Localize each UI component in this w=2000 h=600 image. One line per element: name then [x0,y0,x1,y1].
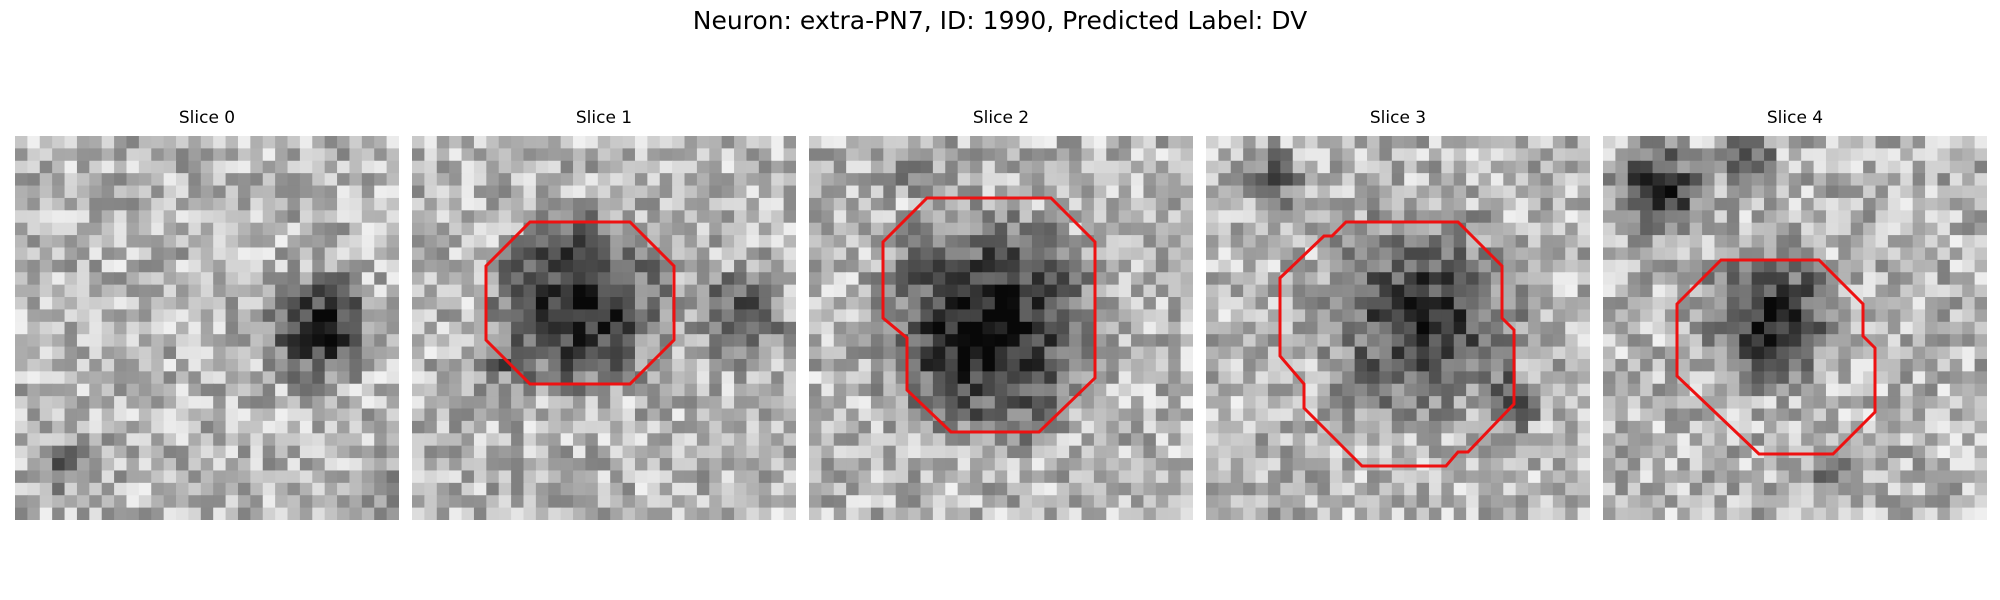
slice-image-1 [412,136,796,520]
slice-title-0: Slice 0 [178,108,236,128]
slice-image-0 [15,136,399,520]
slice-title-3: Slice 3 [1369,108,1427,128]
slice-image-4 [1603,136,1987,520]
slice-image-3 [1206,136,1590,520]
slice-title-2: Slice 2 [972,108,1030,128]
segmentation-contour-3 [1278,220,1516,468]
slice-title-4: Slice 4 [1766,108,1824,128]
figure-title: Neuron: extra-PN7, ID: 1990, Predicted L… [692,6,1308,35]
slice-image-2 [809,136,1193,520]
slice-title-1: Slice 1 [575,108,633,128]
segmentation-contour-2 [881,196,1097,434]
segmentation-contour-4 [1675,258,1877,456]
segmentation-contour-1 [484,220,676,386]
